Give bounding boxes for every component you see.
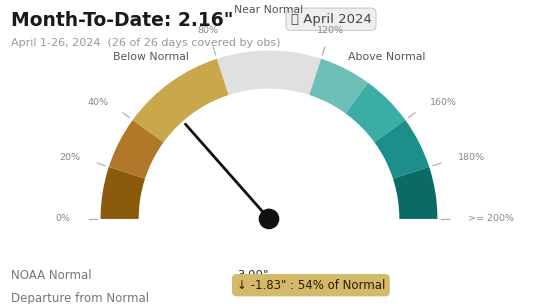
Text: Month-To-Date: 2.16": Month-To-Date: 2.16" — [11, 11, 233, 30]
Wedge shape — [101, 167, 145, 219]
Wedge shape — [109, 120, 164, 179]
Wedge shape — [393, 167, 437, 219]
Text: 160%: 160% — [430, 98, 457, 107]
Text: April 1-26, 2024  (26 of 26 days covered by obs): April 1-26, 2024 (26 of 26 days covered … — [11, 38, 280, 48]
Wedge shape — [374, 120, 429, 179]
Text: ↓ -1.83" : 54% of Normal: ↓ -1.83" : 54% of Normal — [237, 279, 385, 292]
Text: 20%: 20% — [59, 153, 80, 162]
Text: 80%: 80% — [197, 26, 218, 35]
Wedge shape — [309, 59, 368, 113]
Text: 180%: 180% — [458, 153, 485, 162]
Text: ⎗ April 2024: ⎗ April 2024 — [291, 13, 371, 26]
Text: 120%: 120% — [317, 26, 344, 35]
Text: 3.99": 3.99" — [237, 269, 268, 282]
Text: Departure from Normal: Departure from Normal — [11, 292, 149, 304]
Text: NOAA Normal: NOAA Normal — [11, 269, 91, 282]
Text: 40%: 40% — [87, 98, 108, 107]
Wedge shape — [345, 83, 405, 142]
Text: Near Normal: Near Normal — [235, 5, 303, 16]
Text: Below Normal: Below Normal — [113, 52, 189, 62]
Wedge shape — [217, 50, 321, 95]
Text: Above Normal: Above Normal — [348, 52, 426, 62]
Circle shape — [259, 209, 279, 229]
Text: 0%: 0% — [55, 214, 70, 223]
Text: >= 200%: >= 200% — [468, 214, 514, 223]
Wedge shape — [133, 59, 229, 142]
